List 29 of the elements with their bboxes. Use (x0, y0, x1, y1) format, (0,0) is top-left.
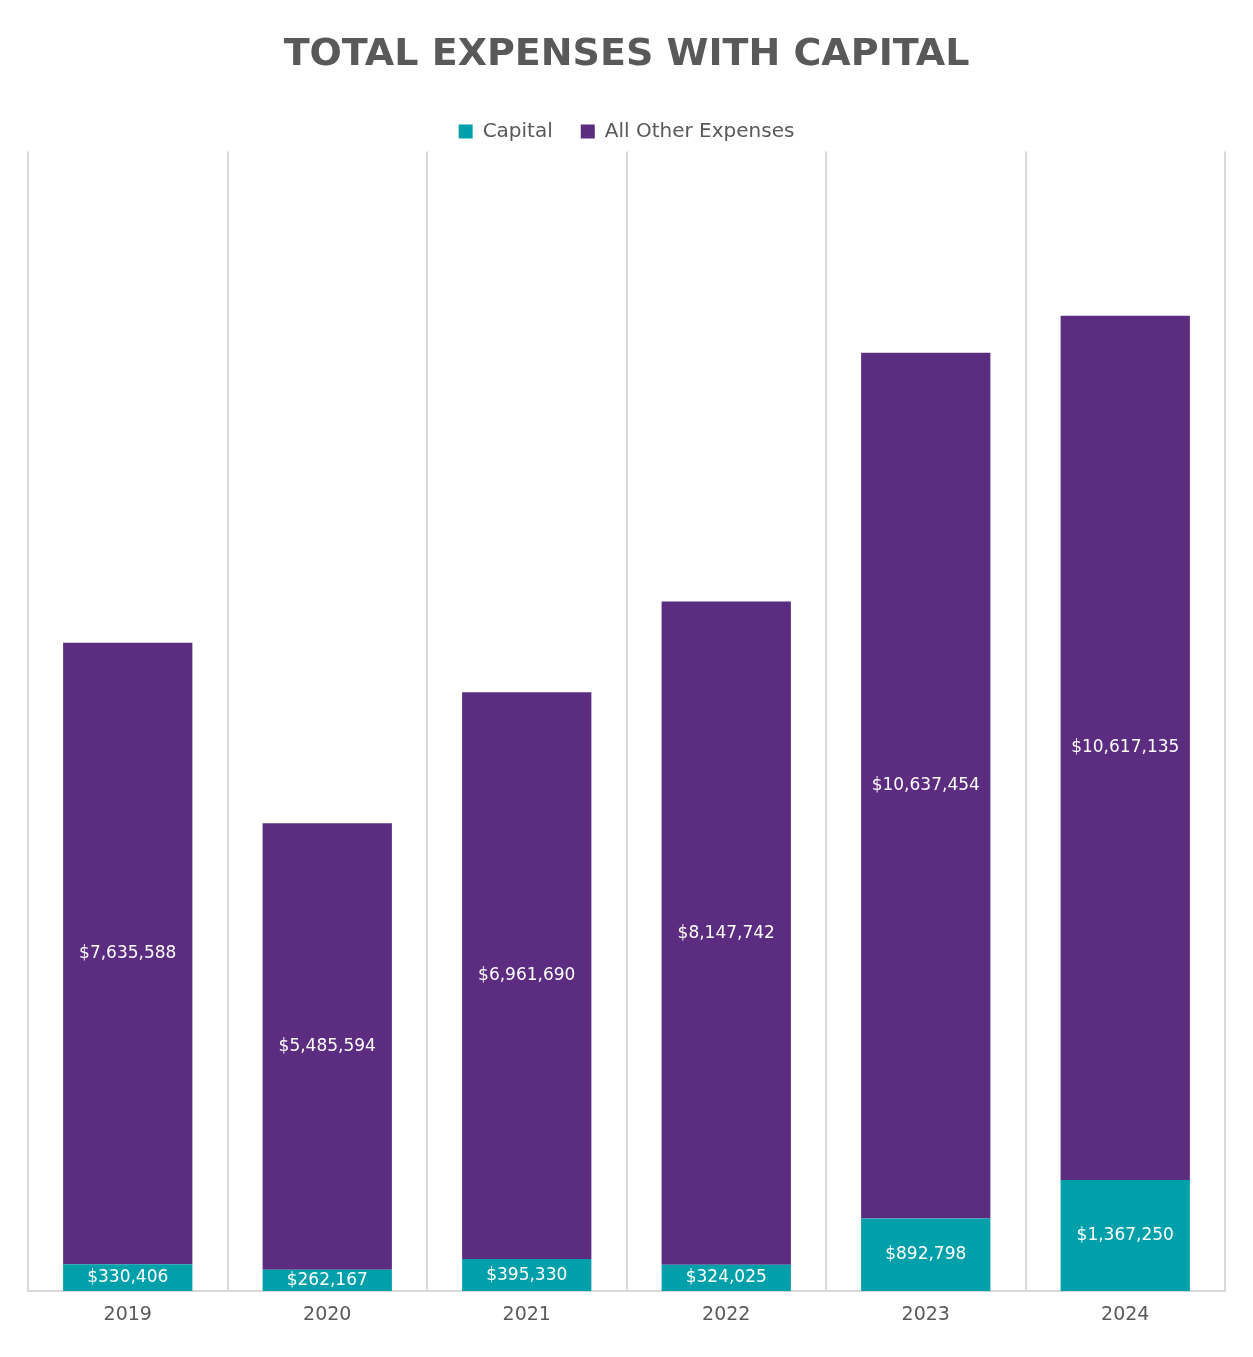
bar (861, 352, 991, 1219)
data-label: $330,406 (87, 1266, 169, 1287)
data-label: $262,167 (286, 1268, 368, 1289)
bar (861, 1218, 991, 1292)
data-label: $10,637,454 (871, 774, 980, 794)
data-label: $395,330 (486, 1263, 568, 1284)
data-label: $7,635,588 (79, 941, 177, 962)
data-label: $5,485,594 (278, 1035, 376, 1056)
bar (262, 823, 392, 1270)
x-tick-label: 2020 (303, 1301, 352, 1324)
bar (1060, 1179, 1190, 1292)
data-label: $1,367,250 (1076, 1223, 1174, 1244)
x-tick-label: 2023 (901, 1301, 950, 1324)
chart-title: TOTAL EXPENSES WITH CAPITAL (283, 29, 970, 74)
bar (462, 692, 592, 1260)
data-label: $8,147,742 (677, 921, 775, 942)
x-tick-label: 2022 (702, 1301, 751, 1324)
bar (661, 601, 791, 1265)
data-label: $6,961,690 (478, 964, 576, 985)
data-label: $10,617,135 (1071, 736, 1180, 757)
legend-label: Capital (482, 117, 553, 142)
x-tick-label: 2024 (1101, 1301, 1150, 1324)
x-tick-label: 2019 (103, 1301, 152, 1324)
bar (63, 642, 193, 1265)
legend-label: All Other Expenses (604, 117, 795, 142)
x-tick-label: 2021 (502, 1301, 551, 1324)
data-label: $892,798 (885, 1243, 967, 1264)
bar (1060, 315, 1190, 1180)
data-label: $324,025 (685, 1266, 767, 1287)
